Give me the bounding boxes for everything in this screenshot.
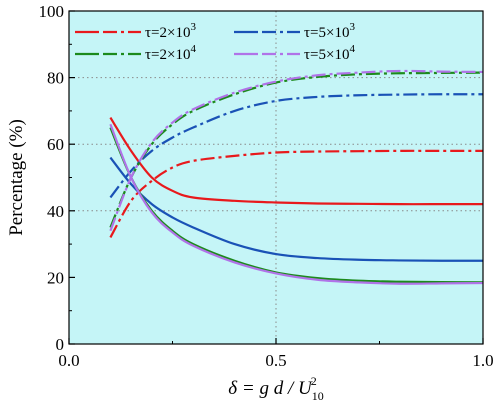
series-line-tau2e3-dashdot: [109, 149, 483, 238]
y-tick-label: 40: [47, 202, 64, 221]
legend-label: τ=2×103: [145, 21, 196, 41]
series-line-tau2e4-dashdot: [109, 71, 484, 228]
legend-label-exponent: 3: [190, 21, 196, 33]
y-axis-title: Percentage (%): [6, 119, 27, 236]
series-line-tau5e3-dashdot: [109, 93, 484, 199]
series-line-tau5e4-dashdot: [109, 69, 484, 232]
y-tick-label: 100: [39, 2, 65, 21]
legend-label-exponent: 4: [349, 43, 355, 55]
y-tick-label: 60: [47, 135, 64, 154]
legend-label-base: τ=5×10: [304, 47, 349, 63]
series-layer: [109, 69, 484, 285]
legend-label-base: τ=2×10: [145, 47, 190, 63]
grid-lines: [69, 11, 483, 344]
x-tick-label: 1.0: [472, 351, 493, 370]
legend-label: τ=2×104: [145, 43, 196, 63]
series-line-tau5e3-solid: [109, 156, 484, 262]
series-line-tau2e3-solid: [109, 116, 483, 206]
x-tick-label: 0.0: [58, 351, 79, 370]
x-axis-title-sup: 2: [311, 374, 317, 388]
y-tick-label: 0: [56, 335, 65, 354]
x-axis-title-main: δ = g d / U: [228, 378, 313, 399]
legend-label: τ=5×104: [304, 43, 355, 63]
legend-label-base: τ=2×10: [145, 25, 190, 41]
legend-label-exponent: 4: [190, 43, 196, 55]
legend-label-base: τ=5×10: [304, 25, 349, 41]
ticks: 0.0 0.5 1.0 0 20 40 60 80 100: [39, 2, 494, 370]
legend-label: τ=5×103: [304, 21, 355, 41]
x-tick-label: 0.5: [265, 351, 286, 370]
x-axis-title-sub: 10: [312, 389, 324, 403]
series-line-tau5e4-solid: [109, 123, 484, 285]
y-tick-label: 80: [47, 69, 64, 88]
x-axis-title: δ = g d / U102: [228, 374, 323, 403]
y-tick-label: 20: [47, 268, 64, 287]
legend-label-exponent: 3: [349, 21, 355, 33]
